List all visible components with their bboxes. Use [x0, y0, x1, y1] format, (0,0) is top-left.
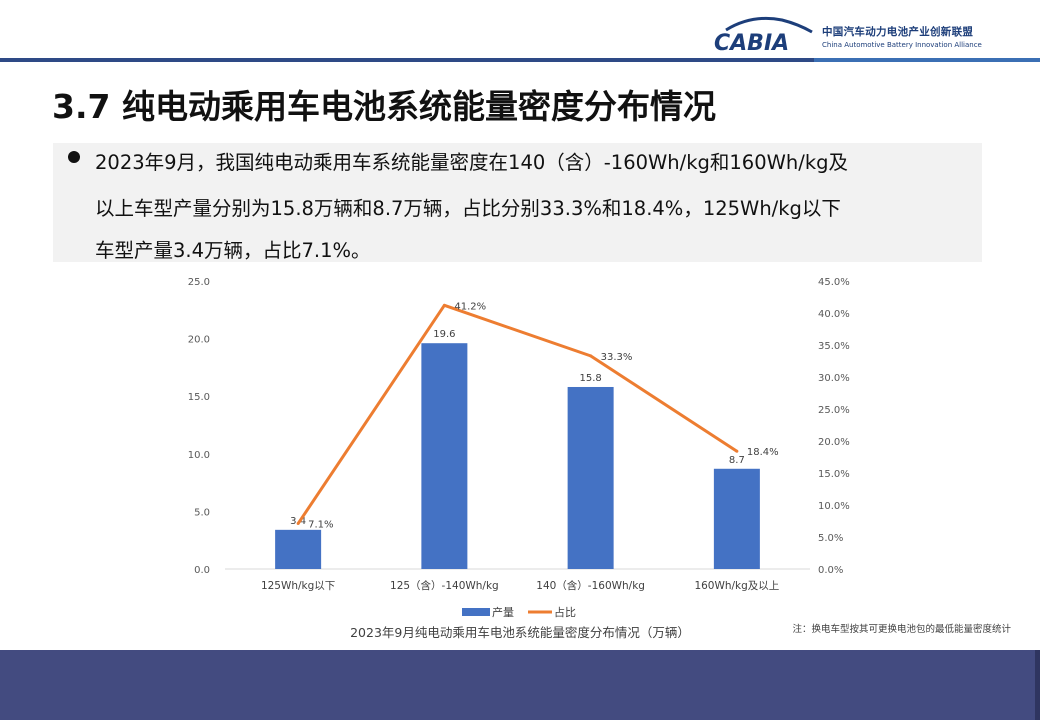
- y-right-tick-label: 45.0%: [818, 277, 850, 288]
- logo-mark-text: CABIA: [714, 31, 789, 56]
- x-tick-label: 125（含）-140Wh/kg: [390, 579, 499, 592]
- share-value-label: 18.4%: [747, 447, 779, 458]
- y-right-tick-label: 40.0%: [818, 309, 850, 320]
- y-right-tick-label: 0.0%: [818, 565, 843, 576]
- legend-label-share: 占比: [554, 605, 576, 619]
- y-left-tick-label: 20.0: [188, 335, 210, 346]
- share-point-3: [589, 354, 593, 358]
- share-value-label: 33.3%: [601, 352, 633, 363]
- summary-line-2: 以上车型产量分别为15.8万辆和8.7万辆，占比分别33.3%和18.4%，12…: [95, 197, 841, 220]
- y-right-tick-label: 20.0%: [818, 437, 850, 448]
- bar-1: [275, 529, 322, 569]
- cabia-logo: CABIA: [712, 12, 1032, 56]
- y-right-tick-label: 15.0%: [818, 469, 850, 480]
- y-left-tick-label: 0.0: [194, 565, 210, 576]
- y-right-tick-label: 30.0%: [818, 373, 850, 384]
- bar-4: [713, 468, 760, 569]
- header-divider-accent: [814, 58, 1040, 62]
- footer-band-edge: [1035, 650, 1040, 720]
- y-right-tick-label: 10.0%: [818, 501, 850, 512]
- share-line: [296, 303, 738, 525]
- share-point-1: [296, 522, 300, 526]
- share-point-4: [735, 449, 739, 453]
- org-name-cn: 中国汽车动力电池产业创新联盟: [822, 26, 974, 38]
- x-tick-label: 160Wh/kg及以上: [694, 580, 779, 592]
- footer-band: [0, 650, 1040, 720]
- y-left-tick-label: 5.0: [194, 507, 210, 518]
- bar-3: [567, 386, 614, 569]
- y-left-tick-label: 15.0: [188, 392, 210, 403]
- chart-title: 2023年9月纯电动乘用车电池系统能量密度分布情况（万辆）: [350, 625, 690, 640]
- bullet-dot: [68, 151, 80, 163]
- legend-swatch-bar: [462, 608, 490, 616]
- summary-box: [53, 143, 982, 262]
- org-name-en: China Automotive Battery Innovation Alli…: [822, 41, 982, 49]
- y-left-tick-label: 10.0: [188, 450, 210, 461]
- bar-2: [421, 343, 468, 569]
- bar-value-label: 15.8: [579, 373, 601, 384]
- cabia-logo-mark: CABIA: [714, 16, 813, 56]
- energy-density-chart: 0.0 5.0 10.0 15.0 20.0 25.0 0.0% 5.0% 10.0% 15.0%…: [188, 277, 1012, 640]
- share-point-2: [442, 303, 446, 307]
- y-right-tick-label: 25.0%: [818, 405, 850, 416]
- bar-value-label: 8.7: [729, 455, 745, 466]
- y-right-tick-label: 35.0%: [818, 341, 850, 352]
- bar-value-label: 19.6: [433, 329, 455, 340]
- x-tick-label: 125Wh/kg以下: [261, 580, 335, 592]
- legend-label-output: 产量: [492, 605, 514, 619]
- x-tick-label: 140（含）-160Wh/kg: [536, 579, 645, 592]
- summary-line-3: 车型产量3.4万辆，占比7.1%。: [95, 239, 371, 262]
- slide-title: 3.7 纯电动乘用车电池系统能量密度分布情况: [52, 87, 716, 126]
- y-left-tick-label: 25.0: [188, 277, 210, 288]
- summary-line-1: 2023年9月，我国纯电动乘用车系统能量密度在140（含）-160Wh/kg和1…: [95, 151, 848, 174]
- share-value-label: 41.2%: [454, 301, 486, 312]
- header-divider: [0, 58, 1040, 62]
- share-value-label: 7.1%: [308, 520, 333, 531]
- y-right-tick-label: 5.0%: [818, 533, 843, 544]
- chart-note: 注：换电车型按其可更换电池包的最低能量密度统计: [792, 623, 1011, 635]
- org-name: 中国汽车动力电池产业创新联盟 China Automotive Battery …: [822, 24, 982, 49]
